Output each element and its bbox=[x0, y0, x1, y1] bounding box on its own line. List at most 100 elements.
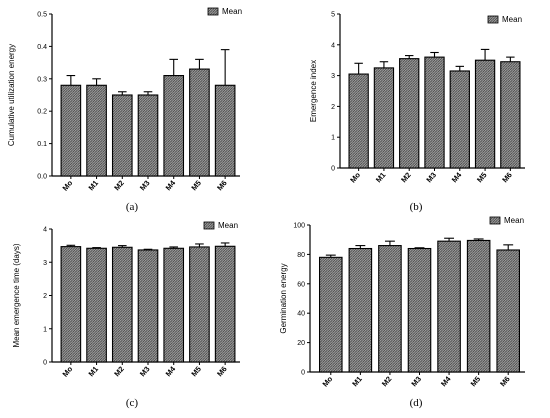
y-tick-label: 60 bbox=[297, 281, 305, 288]
bar-Mo bbox=[348, 73, 369, 169]
x-tick-label-M3: M3 bbox=[138, 365, 152, 379]
legend: Mean bbox=[489, 216, 524, 225]
y-axis-title: Germination energy bbox=[279, 263, 288, 333]
x-tick-label-M1: M1 bbox=[350, 375, 364, 389]
legend: Mean bbox=[487, 15, 522, 24]
y-tick-label: 3 bbox=[43, 260, 47, 267]
legend-swatch bbox=[489, 216, 501, 225]
x-tick-label-M5: M5 bbox=[189, 365, 203, 379]
x-tick-label-M5: M5 bbox=[469, 375, 483, 389]
legend: Mean bbox=[207, 7, 242, 16]
y-tick-label: 0.3 bbox=[37, 76, 47, 83]
x-tick-label-M4: M4 bbox=[450, 170, 464, 184]
panel-label: (a) bbox=[126, 201, 139, 213]
x-tick-label-M3: M3 bbox=[138, 179, 152, 193]
bar-M6 bbox=[496, 249, 521, 373]
y-tick-label: 0 bbox=[43, 360, 47, 367]
x-tick-label-M5: M5 bbox=[475, 171, 489, 185]
y-tick-label: 0.4 bbox=[37, 44, 47, 51]
bar-Mo bbox=[60, 246, 82, 363]
y-tick-label: 3 bbox=[331, 73, 335, 80]
x-tick-label-M4: M4 bbox=[164, 178, 178, 192]
panel-label: (c) bbox=[126, 397, 139, 409]
bar-M3 bbox=[137, 94, 159, 177]
bar-M2 bbox=[399, 58, 420, 169]
x-tick-label-M6: M6 bbox=[498, 375, 512, 389]
bar-M2 bbox=[111, 246, 133, 363]
bar-Mo bbox=[318, 256, 343, 373]
x-tick-label-M4: M4 bbox=[164, 364, 178, 378]
bar-M6 bbox=[500, 61, 521, 169]
legend-swatch bbox=[203, 221, 215, 230]
x-tick-label-M6: M6 bbox=[215, 365, 229, 379]
y-tick-label: 2 bbox=[43, 293, 47, 300]
bar-M3 bbox=[407, 247, 432, 373]
y-tick-label: 2 bbox=[331, 104, 335, 111]
x-tick-label-M2: M2 bbox=[380, 375, 394, 389]
x-tick-label-M5: M5 bbox=[189, 179, 203, 193]
y-tick-label: 5 bbox=[331, 12, 335, 19]
bar-M5 bbox=[189, 246, 210, 363]
legend-label: Mean bbox=[502, 15, 522, 24]
legend-swatch bbox=[487, 15, 499, 24]
legend-label: Mean bbox=[218, 221, 238, 230]
bar-M5 bbox=[189, 68, 210, 177]
bar-M3 bbox=[424, 56, 445, 169]
bar-M1 bbox=[348, 247, 373, 373]
y-tick-label: 80 bbox=[297, 252, 305, 259]
chart-panel-2: 0 1 2 3 4 5 Mo M1 M2 M3 M4 M5 M6 Emergence index Mean (… bbox=[309, 12, 525, 213]
x-tick-label-Mo: Mo bbox=[320, 374, 334, 388]
bar-M6 bbox=[214, 245, 236, 363]
x-tick-label-Mo: Mo bbox=[348, 170, 362, 184]
y-tick-label: 0 bbox=[301, 370, 305, 377]
y-tick-label: 40 bbox=[297, 311, 305, 318]
y-tick-label: 0.0 bbox=[37, 174, 47, 181]
x-tick-label-Mo: Mo bbox=[61, 364, 75, 378]
x-tick-label-M4: M4 bbox=[439, 374, 453, 388]
bar-M4 bbox=[449, 70, 470, 169]
bar-M2 bbox=[111, 94, 133, 177]
x-tick-label-M1: M1 bbox=[87, 179, 101, 193]
legend-label: Mean bbox=[504, 216, 524, 225]
bar-M6 bbox=[214, 84, 236, 177]
bar-M4 bbox=[163, 75, 185, 177]
y-tick-label: 0.2 bbox=[37, 109, 47, 116]
x-tick-label-M1: M1 bbox=[374, 171, 388, 185]
y-tick-label: 1 bbox=[43, 326, 47, 333]
y-tick-label: 0 bbox=[331, 166, 335, 173]
y-tick-label: 100 bbox=[293, 223, 305, 230]
y-tick-label: 0.5 bbox=[37, 12, 47, 19]
x-tick-label-M2: M2 bbox=[399, 171, 413, 185]
y-tick-label: 1 bbox=[331, 135, 335, 142]
panel-label: (b) bbox=[410, 201, 423, 213]
x-tick-label-Mo: Mo bbox=[61, 178, 75, 192]
x-tick-label-M2: M2 bbox=[112, 365, 126, 379]
chart-panel-4: 0 20 40 60 80 100 Mo M1 M2 M3 M4 M5 M6 Germination en… bbox=[279, 216, 525, 409]
bar-M1 bbox=[86, 84, 107, 177]
x-tick-label-M2: M2 bbox=[112, 179, 126, 193]
y-tick-label: 20 bbox=[297, 340, 305, 347]
y-axis-title: Emergence index bbox=[309, 60, 318, 122]
legend-label: Mean bbox=[222, 7, 242, 16]
y-tick-label: 0.1 bbox=[37, 141, 47, 148]
x-tick-label-M3: M3 bbox=[409, 375, 423, 389]
chart-panel-3: 0 1 2 3 4 Mo M1 M2 M3 M4 M5 M6 Mean emergence time (… bbox=[12, 221, 240, 409]
bar-M4 bbox=[437, 240, 461, 373]
chart-panel-1: 0.0 0.1 0.2 0.3 0.4 0.5 Mo M1 M2 M3 M4 M5 M6 Cumulati… bbox=[7, 7, 242, 213]
legend: Mean bbox=[203, 221, 238, 230]
bar-Mo bbox=[60, 84, 82, 177]
bar-M1 bbox=[86, 247, 107, 363]
y-axis-title: Cumulative utilization energy bbox=[7, 44, 16, 146]
y-axis-title: Mean emergence time (days) bbox=[12, 243, 21, 347]
legend-swatch bbox=[207, 7, 219, 16]
bar-M5 bbox=[474, 59, 496, 169]
bar-M4 bbox=[163, 247, 185, 363]
bar-M3 bbox=[137, 249, 159, 363]
x-tick-label-M6: M6 bbox=[215, 179, 229, 193]
bar-M1 bbox=[373, 67, 395, 169]
x-tick-label-M6: M6 bbox=[500, 171, 514, 185]
y-tick-label: 4 bbox=[331, 42, 335, 49]
panel-label: (d) bbox=[410, 397, 423, 409]
x-tick-label-M3: M3 bbox=[424, 171, 438, 185]
